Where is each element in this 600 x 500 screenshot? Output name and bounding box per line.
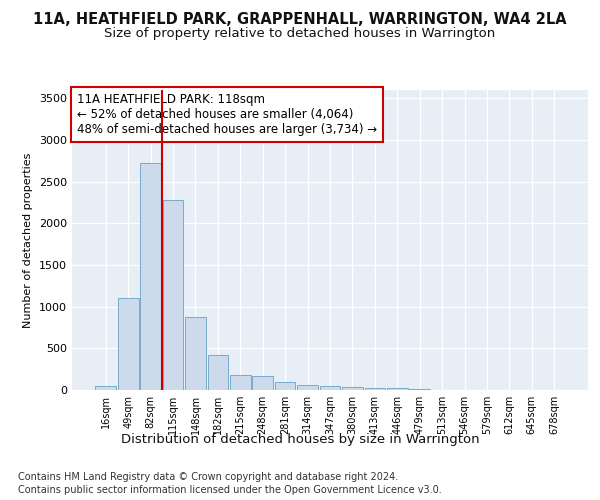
Bar (387, 388, 407, 390)
Bar (208, 356, 228, 390)
Text: Distribution of detached houses by size in Warrington: Distribution of detached houses by size … (121, 432, 479, 446)
Bar (342, 386, 363, 390)
Bar (365, 388, 385, 390)
Bar (95, 386, 116, 390)
Y-axis label: Number of detached properties: Number of detached properties (23, 152, 34, 328)
Bar (140, 164, 161, 390)
Text: 11A, HEATHFIELD PARK, GRAPPENHALL, WARRINGTON, WA4 2LA: 11A, HEATHFIELD PARK, GRAPPENHALL, WARRI… (33, 12, 567, 28)
Bar (297, 384, 318, 390)
Text: 11A HEATHFIELD PARK: 118sqm
← 52% of detached houses are smaller (4,064)
48% of : 11A HEATHFIELD PARK: 118sqm ← 52% of det… (77, 93, 377, 136)
Text: Contains public sector information licensed under the Open Government Licence v3: Contains public sector information licen… (18, 485, 442, 495)
Bar (275, 382, 295, 390)
Text: Contains HM Land Registry data © Crown copyright and database right 2024.: Contains HM Land Registry data © Crown c… (18, 472, 398, 482)
Text: Size of property relative to detached houses in Warrington: Size of property relative to detached ho… (104, 28, 496, 40)
Bar (118, 298, 139, 390)
Bar (163, 200, 184, 390)
Bar (320, 386, 340, 390)
Bar (185, 316, 206, 390)
Bar (230, 376, 251, 390)
Bar (253, 376, 273, 390)
